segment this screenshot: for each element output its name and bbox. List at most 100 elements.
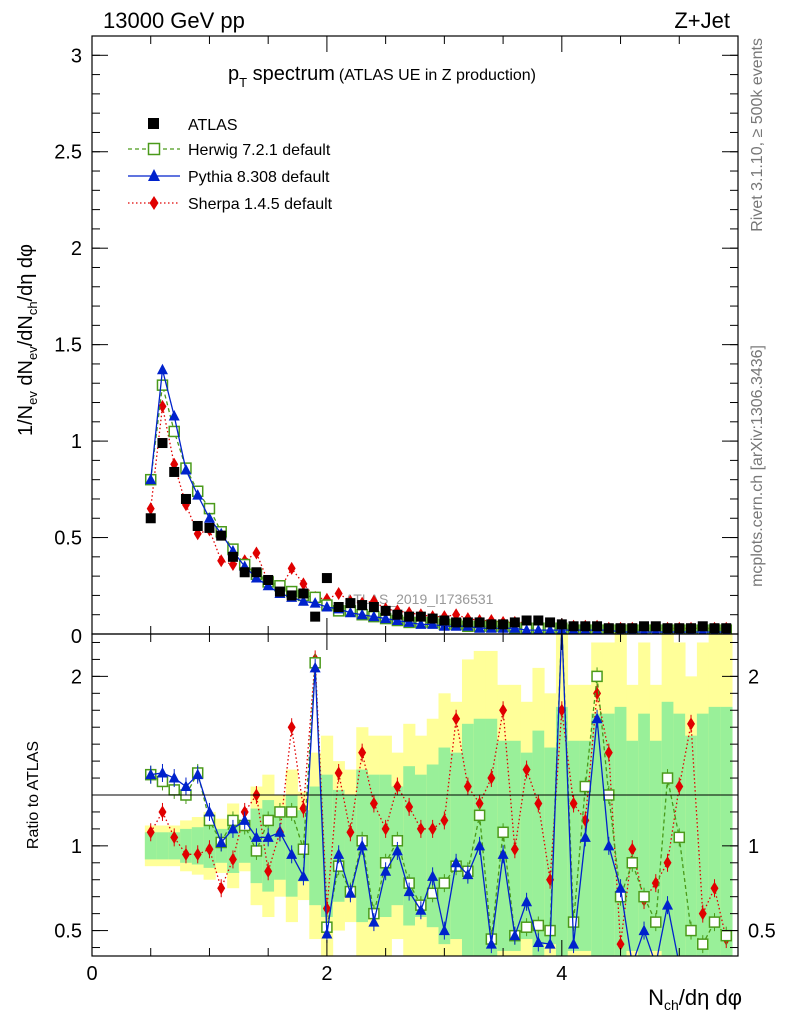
band-green-44 <box>661 701 674 956</box>
band-green-25 <box>438 747 451 945</box>
data-point-main-6 <box>216 530 227 541</box>
data-point-main-13 <box>298 588 309 599</box>
sherpa-point-ratio-22 <box>405 800 414 814</box>
sherpa-point-ratio-30 <box>499 703 508 717</box>
band-green-23 <box>415 774 428 918</box>
pythia-point-ratio-43 <box>650 958 661 969</box>
pythia-point-main-18 <box>356 608 368 620</box>
sherpa-point-ratio-39 <box>604 746 613 760</box>
pythia-point-main-4 <box>192 489 204 500</box>
data-point-main-12 <box>286 590 297 601</box>
y-main-tick-label-5: 3 <box>71 45 82 67</box>
pythia-point-ratio-38 <box>591 712 603 724</box>
pythia-point-ratio-0 <box>145 768 157 780</box>
data-point-main-31 <box>509 617 520 628</box>
band-green-36 <box>567 740 580 951</box>
x-tick-label-0: 0 <box>86 963 97 985</box>
pythia-point-main-3 <box>180 464 192 475</box>
data-point-main-15 <box>321 573 332 584</box>
pythia-point-main-21 <box>391 614 403 625</box>
pythia-point-ratio-10 <box>262 831 274 842</box>
pythia-point-main-5 <box>203 512 215 523</box>
y-main-tick-label-0: 0.5 <box>54 528 82 550</box>
sherpa-point-ratio-41 <box>628 842 637 856</box>
data-point-main-39 <box>603 623 614 634</box>
pythia-point-ratio-36 <box>568 938 580 949</box>
herwig-point-main-2 <box>168 425 180 438</box>
pythia-point-main-0 <box>145 473 157 485</box>
pythia-point-ratio-39 <box>603 839 615 851</box>
sherpa-point-ratio-23 <box>416 822 425 836</box>
legend-label-sherpa: Sherpa 1.4.5 default <box>188 196 333 213</box>
data-point-main-1 <box>157 438 168 449</box>
data-point-main-18 <box>357 600 368 611</box>
herwig-point-ratio-13 <box>297 843 310 855</box>
pythia-point-ratio-15 <box>321 927 333 939</box>
pythia-point-ratio-12 <box>286 848 298 859</box>
data-point-main-27 <box>462 617 473 628</box>
band-green-20 <box>379 774 392 918</box>
watermark: ATLAS_2019_I1736531 <box>345 591 494 607</box>
sherpa-point-main-12 <box>287 561 296 575</box>
sherpa-point-ratio-46 <box>687 717 696 731</box>
y-ratio-tick-label-left-2: 2 <box>71 666 82 688</box>
pythia-point-ratio-34 <box>544 938 556 949</box>
sherpa-point-ratio-24 <box>428 822 437 836</box>
sherpa-point-ratio-10 <box>264 864 273 878</box>
band-green-19 <box>368 774 381 918</box>
pythia-point-main-20 <box>380 612 392 624</box>
legend-marker-data <box>148 118 159 129</box>
pythia-point-ratio-31 <box>509 929 521 941</box>
band-green-11 <box>274 811 287 880</box>
pythia-point-ratio-23 <box>415 904 427 915</box>
data-point-main-29 <box>486 619 497 630</box>
band-green-46 <box>685 735 698 956</box>
sherpa-point-ratio-19 <box>369 796 378 810</box>
pythia-point-ratio-3 <box>180 780 192 792</box>
herwig-point-main-1 <box>156 379 169 391</box>
data-point-main-2 <box>169 466 180 477</box>
pythia-point-ratio-13 <box>297 870 309 881</box>
pythia-point-ratio-32 <box>521 895 533 907</box>
header-left: 13000 GeV pp <box>103 8 245 33</box>
band-green-14 <box>309 786 322 906</box>
herwig-point-ratio-41 <box>626 857 639 869</box>
data-point-main-25 <box>439 615 450 626</box>
data-point-main-43 <box>650 621 661 632</box>
legend-marker-pythia <box>148 169 160 181</box>
rivet-label: Rivet 3.1.10, ≥ 500k events <box>749 38 766 232</box>
data-point-main-23 <box>415 611 426 622</box>
sherpa-point-ratio-35 <box>557 703 566 717</box>
herwig-point-ratio-43 <box>650 916 662 928</box>
sherpa-point-ratio-40 <box>616 937 625 951</box>
legend-entry-sherpa: Sherpa 1.4.5 default <box>128 196 333 213</box>
legend-label-pythia: Pythia 8.308 default <box>188 169 330 186</box>
pythia-point-ratio-27 <box>462 868 474 880</box>
sherpa-main-line <box>150 406 727 629</box>
data-point-main-34 <box>545 617 556 628</box>
herwig-point-ratio-10 <box>262 814 274 827</box>
pythia-point-ratio-40 <box>615 882 627 893</box>
pythia-point-ratio-28 <box>474 839 486 851</box>
sherpa-point-ratio-13 <box>299 802 308 816</box>
data-point-main-11 <box>274 586 285 597</box>
herwig-point-ratio-32 <box>520 921 533 933</box>
y-main-tick-label-4: 2.5 <box>54 142 82 164</box>
data-point-main-3 <box>180 493 191 504</box>
band-green-26 <box>450 752 463 940</box>
sherpa-point-ratio-36 <box>569 796 578 810</box>
sherpa-point-ratio-28 <box>475 796 484 810</box>
pythia-point-ratio-41 <box>627 958 638 969</box>
pythia-point-ratio-29 <box>485 938 497 949</box>
sherpa-point-ratio-26 <box>452 712 461 726</box>
data-point-main-38 <box>592 621 603 632</box>
pythia-point-ratio-21 <box>391 844 403 856</box>
herwig-point-ratio-9 <box>250 845 263 857</box>
pythia-point-ratio-20 <box>380 865 392 876</box>
pythia-point-ratio-46 <box>686 958 697 969</box>
pythia-point-ratio-25 <box>438 924 450 936</box>
pythia-point-ratio-44 <box>662 899 674 910</box>
pythia-point-main-22 <box>403 616 415 627</box>
band-green-0 <box>144 832 157 860</box>
herwig-point-ratio-12 <box>285 806 298 818</box>
